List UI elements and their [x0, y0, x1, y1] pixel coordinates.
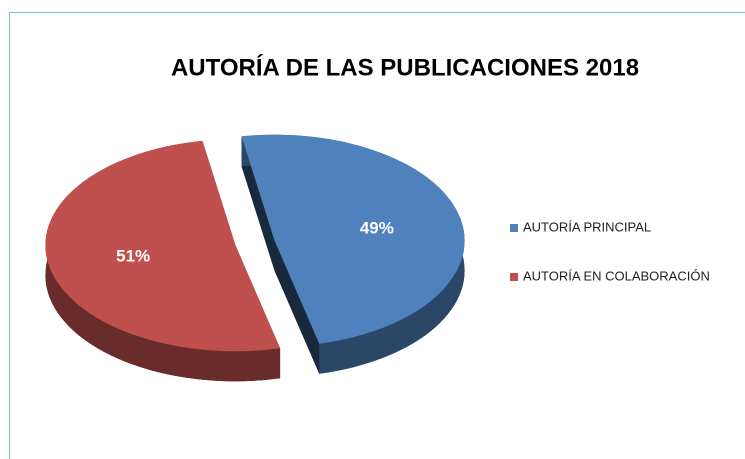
- slice: [45, 140, 281, 352]
- data-label: 49%: [360, 218, 394, 237]
- slice-rim: [45, 140, 281, 382]
- slice: [241, 134, 465, 344]
- pie-labels: 49% 51%: [116, 218, 394, 265]
- legend-label: AUTORÍA EN COLABORACIÓN: [523, 268, 710, 283]
- chart-title: AUTORÍA DE LAS PUBLICACIONES 2018: [171, 53, 639, 81]
- legend-swatch: [510, 273, 518, 281]
- data-label: 51%: [116, 247, 150, 266]
- legend: AUTORÍA PRINCIPAL AUTORÍA EN COLABORACIÓN: [510, 219, 710, 283]
- slice-wall: [274, 240, 320, 374]
- pie-tops: [45, 134, 465, 352]
- legend-label: AUTORÍA PRINCIPAL: [523, 219, 651, 234]
- legend-swatch: [510, 224, 518, 232]
- slice-wall: [241, 136, 275, 271]
